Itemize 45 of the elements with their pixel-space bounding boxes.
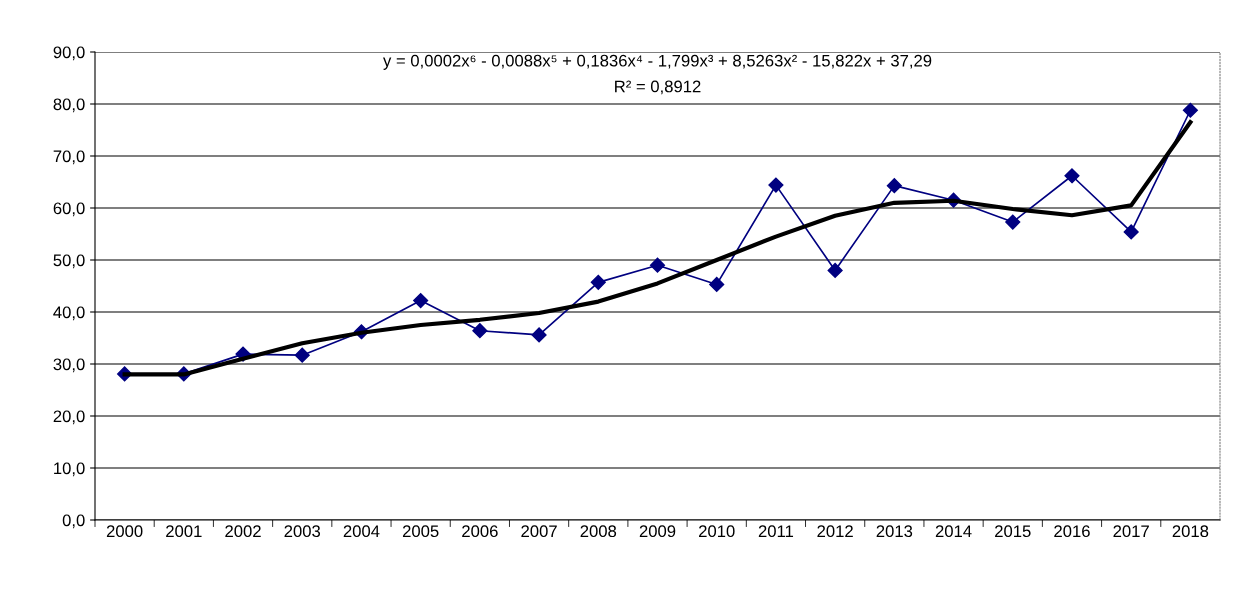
point (413, 292, 429, 309)
x-tick-label: 2013 (876, 525, 913, 538)
y-tick-label: 50,0 (53, 254, 85, 269)
annotation: R² = 0,8912 (615, 80, 701, 95)
y-tick-label: 60,0 (53, 202, 85, 217)
x-tick-label: 2012 (817, 525, 853, 538)
x-tick-label: 2000 (106, 525, 143, 538)
point (886, 178, 902, 194)
x-tick-label: 2017 (1113, 525, 1149, 538)
x-tick-label: 2010 (699, 525, 735, 538)
y-tick-label: 20,0 (53, 410, 85, 425)
x-tick-label: 2004 (343, 525, 380, 538)
x-tick-label: 2006 (462, 525, 498, 538)
x-tick-label: 2008 (580, 525, 617, 538)
x-tick-label: 2001 (166, 525, 202, 538)
x-tick-label: 2003 (284, 525, 321, 538)
point (590, 274, 606, 290)
point (1064, 168, 1080, 184)
y-tick-label: 0,0 (62, 514, 85, 529)
x-tick-label: 2015 (995, 525, 1031, 538)
point (709, 276, 725, 293)
point (294, 347, 310, 363)
y-tick-label: 40,0 (53, 306, 85, 321)
y-tick-label: 30,0 (53, 358, 85, 373)
point (1123, 224, 1139, 240)
point (768, 177, 784, 193)
y-tick-label: 70,0 (53, 150, 85, 165)
x-tick-label: 2007 (521, 525, 557, 538)
x-tick-label: 2009 (639, 525, 676, 538)
point (827, 262, 843, 278)
annotation: y = 0,0002x⁶ - 0,0088x⁵ + 0,1836x⁴ - 1,799x³ + 8,5263x² - 15,822x + 37,29 (383, 54, 932, 70)
point (1005, 214, 1021, 230)
x-tick-label: 2011 (758, 525, 794, 538)
x-tick-label: 2016 (1054, 525, 1090, 538)
x-tick-label: 2014 (935, 525, 972, 538)
y-tick-label: 90,0 (53, 46, 85, 61)
point (1182, 102, 1198, 118)
x-tick-label: 2002 (225, 525, 261, 538)
x-tick-label: 2005 (402, 525, 439, 538)
y-tick-label: 10,0 (54, 462, 85, 477)
y-tick-label: 80,0 (53, 98, 85, 113)
x-tick-label: 2018 (1172, 525, 1209, 538)
point (472, 323, 488, 339)
point (649, 257, 666, 273)
point (531, 327, 547, 343)
